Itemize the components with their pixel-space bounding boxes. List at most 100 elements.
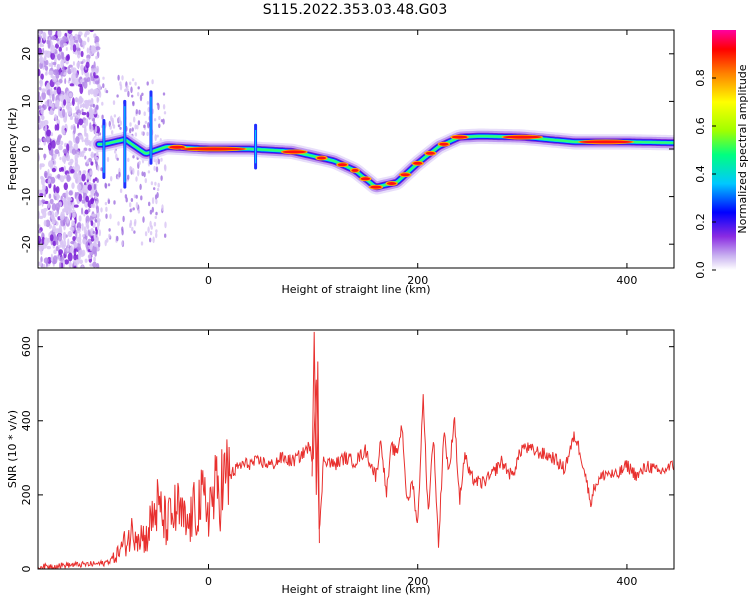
noise-speckle xyxy=(47,176,52,180)
noise-speckle xyxy=(65,95,68,100)
noise-speckle xyxy=(72,44,77,53)
noise-speckle xyxy=(39,215,44,220)
noise-speckle xyxy=(89,170,93,176)
noise-speckle xyxy=(81,112,87,116)
noise-speckle xyxy=(59,213,65,221)
noise-speckle xyxy=(52,76,58,83)
ridge-peak xyxy=(579,140,633,144)
x-tick-label: 400 xyxy=(616,575,637,588)
noise-speckle xyxy=(61,129,66,135)
noise-speckle xyxy=(38,224,41,229)
snr-panel: 0 200 400 0 200 400 600 Height of straight lin… xyxy=(6,329,675,596)
noise-speckle xyxy=(50,40,53,50)
noise-speckle xyxy=(43,138,47,143)
noise-speckle xyxy=(121,226,124,232)
noise-speckle xyxy=(118,171,121,178)
noise-speckle xyxy=(104,183,108,189)
noise-speckle xyxy=(148,201,151,207)
noise-speckle xyxy=(73,125,76,135)
noise-speckle xyxy=(141,171,144,177)
noise-speckle xyxy=(63,43,68,47)
colorbar-label: Normalized spectral amplitude xyxy=(736,64,749,233)
noise-speckle xyxy=(126,85,129,89)
noise-speckle xyxy=(54,114,58,122)
noise-speckle xyxy=(149,220,152,228)
noise-speckle xyxy=(153,165,156,171)
noise-speckle xyxy=(56,240,59,246)
noise-speckle xyxy=(47,178,51,185)
noise-speckle xyxy=(105,206,108,212)
noise-speckle xyxy=(47,201,50,209)
noise-speckle xyxy=(38,138,41,143)
snr-line xyxy=(38,379,674,569)
noise-speckle xyxy=(130,86,133,94)
noise-speckle xyxy=(89,251,94,256)
noise-speckle xyxy=(147,106,150,113)
noise-speckle xyxy=(51,217,56,226)
y-tick-label: -20 xyxy=(20,235,33,253)
noise-speckle xyxy=(62,197,67,202)
noise-speckle xyxy=(57,173,61,179)
noise-speckle xyxy=(108,233,111,239)
noise-speckle xyxy=(98,229,102,237)
noise-speckle xyxy=(81,199,86,204)
noise-speckle xyxy=(38,106,41,110)
noise-speckle xyxy=(133,116,136,123)
noise-speckle xyxy=(45,219,51,228)
noise-speckle xyxy=(129,219,133,227)
ridge-peak xyxy=(337,163,348,167)
noise-speckle xyxy=(75,114,79,119)
noise-speckle xyxy=(105,213,108,219)
noise-speckle xyxy=(92,261,97,268)
noise-speckle xyxy=(38,47,42,55)
noise-speckle xyxy=(39,260,42,267)
ridge-peak xyxy=(316,156,327,160)
noise-speckle xyxy=(47,211,51,216)
noise-speckle xyxy=(133,194,137,199)
noise-speckle xyxy=(74,191,78,200)
noise-speckle xyxy=(155,232,158,239)
noise-speckle xyxy=(89,194,93,198)
noise-speckle xyxy=(96,96,99,104)
noise-speckle xyxy=(57,53,62,61)
noise-speckle xyxy=(155,166,159,173)
noise-speckle xyxy=(81,265,84,268)
ridge-peak xyxy=(169,145,185,149)
noise-speckle xyxy=(127,90,130,98)
noise-speckle xyxy=(72,212,76,219)
noise-speckle xyxy=(84,258,88,263)
noise-speckle xyxy=(91,213,97,217)
noise-speckle xyxy=(90,161,94,166)
noise-speckle xyxy=(161,204,164,212)
noise-speckle xyxy=(60,241,64,248)
noise-speckle xyxy=(105,90,109,94)
noise-speckle xyxy=(144,231,148,237)
y-tick-label: 400 xyxy=(20,410,33,431)
noise-speckle xyxy=(75,78,79,87)
noise-speckle xyxy=(56,38,60,42)
noise-speckle xyxy=(57,30,62,38)
noise-speckle xyxy=(43,237,49,246)
noise-speckle xyxy=(47,168,50,176)
noise-speckle xyxy=(73,248,77,256)
noise-speckle xyxy=(139,183,142,190)
colorbar-gradient xyxy=(712,30,736,270)
noise-speckle xyxy=(79,259,83,265)
noise-speckle xyxy=(142,216,145,223)
noise-speckle xyxy=(92,230,96,235)
noise-speckle xyxy=(122,215,125,223)
colorbar-ticks: 0.0 0.2 0.4 0.6 0.8 xyxy=(694,69,716,279)
spectrogram-marks xyxy=(38,30,674,268)
colorbar-tick-label: 0.8 xyxy=(694,69,707,87)
noise-speckle xyxy=(90,228,94,236)
noise-speckle xyxy=(39,56,44,64)
noise-speckle xyxy=(73,242,78,248)
noise-speckle xyxy=(96,178,99,183)
noise-speckle xyxy=(146,81,149,86)
noise-speckle xyxy=(156,187,160,192)
noise-speckle xyxy=(109,125,112,130)
noise-speckle xyxy=(83,99,89,104)
noise-speckle xyxy=(50,87,53,97)
spectrogram-xlabel: Height of straight line (km) xyxy=(281,283,430,296)
noise-speckle xyxy=(72,61,75,66)
